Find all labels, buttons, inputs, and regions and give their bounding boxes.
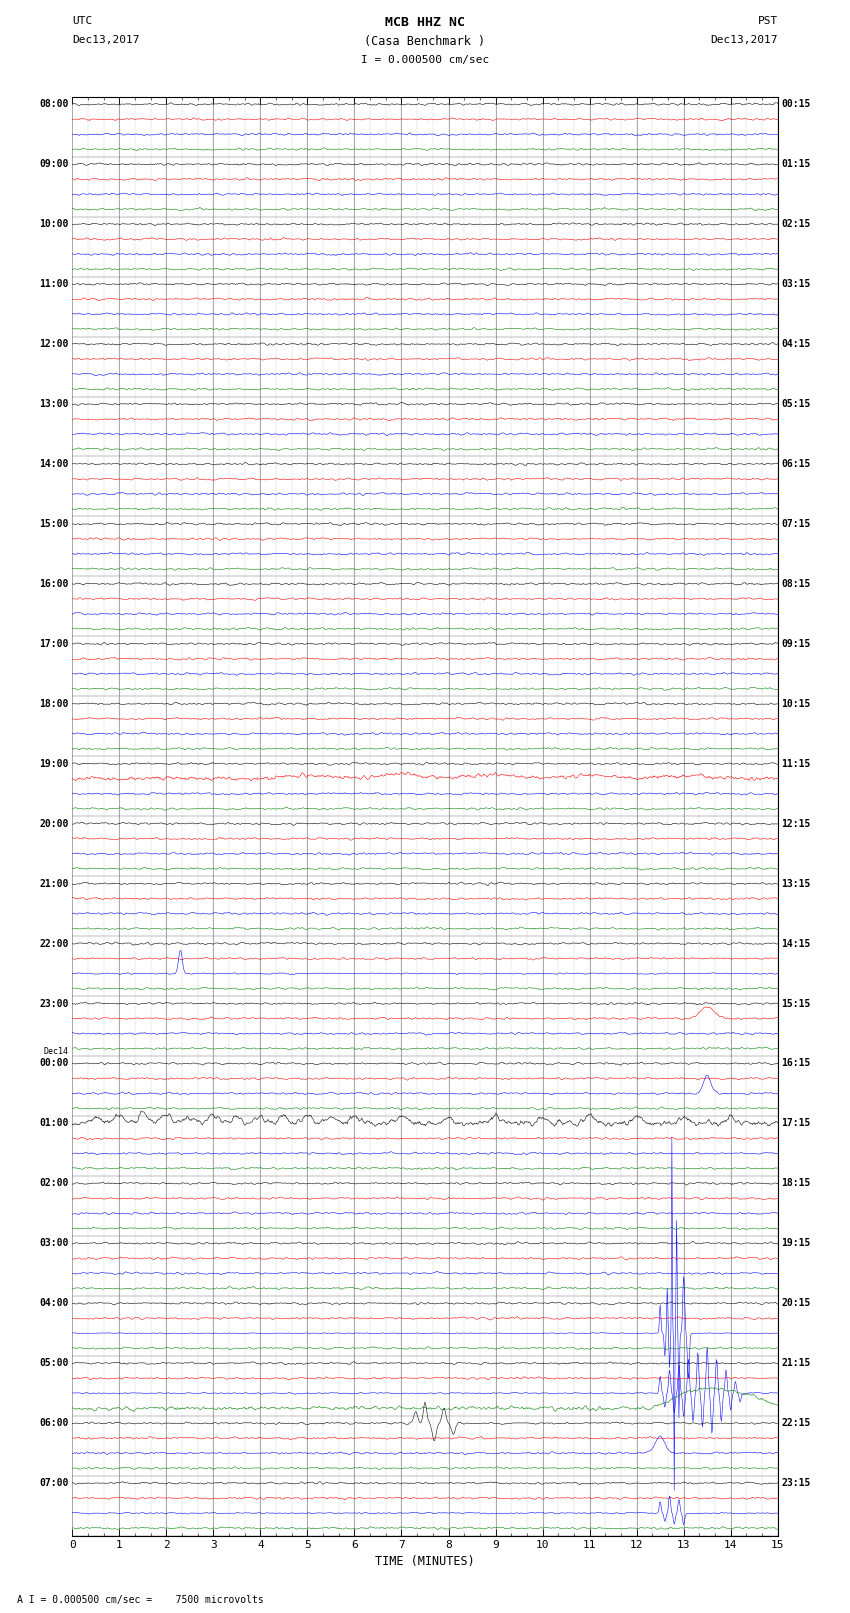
Text: 13:00: 13:00 xyxy=(39,398,69,410)
Text: 16:00: 16:00 xyxy=(39,579,69,589)
Text: 14:00: 14:00 xyxy=(39,460,69,469)
Text: 11:00: 11:00 xyxy=(39,279,69,289)
Text: 18:00: 18:00 xyxy=(39,698,69,708)
Text: (Casa Benchmark ): (Casa Benchmark ) xyxy=(365,35,485,48)
Text: I = 0.000500 cm/sec: I = 0.000500 cm/sec xyxy=(361,55,489,65)
Text: 09:15: 09:15 xyxy=(781,639,811,648)
Text: 00:15: 00:15 xyxy=(781,100,811,110)
Text: 10:00: 10:00 xyxy=(39,219,69,229)
Text: 17:00: 17:00 xyxy=(39,639,69,648)
Text: 23:15: 23:15 xyxy=(781,1478,811,1489)
Text: 15:00: 15:00 xyxy=(39,519,69,529)
Text: 22:00: 22:00 xyxy=(39,939,69,948)
Text: 00:00: 00:00 xyxy=(39,1058,69,1068)
Text: 09:00: 09:00 xyxy=(39,160,69,169)
Text: Dec13,2017: Dec13,2017 xyxy=(711,35,778,45)
Text: 07:15: 07:15 xyxy=(781,519,811,529)
Text: 14:15: 14:15 xyxy=(781,939,811,948)
Text: A I = 0.000500 cm/sec =    7500 microvolts: A I = 0.000500 cm/sec = 7500 microvolts xyxy=(17,1595,264,1605)
Text: 03:15: 03:15 xyxy=(781,279,811,289)
Text: 13:15: 13:15 xyxy=(781,879,811,889)
Text: 04:15: 04:15 xyxy=(781,339,811,348)
Text: 21:00: 21:00 xyxy=(39,879,69,889)
Text: 16:15: 16:15 xyxy=(781,1058,811,1068)
Text: 02:00: 02:00 xyxy=(39,1179,69,1189)
Text: 12:15: 12:15 xyxy=(781,819,811,829)
Text: 06:00: 06:00 xyxy=(39,1418,69,1428)
Text: Dec13,2017: Dec13,2017 xyxy=(72,35,139,45)
Text: 06:15: 06:15 xyxy=(781,460,811,469)
Text: UTC: UTC xyxy=(72,16,93,26)
Text: 07:00: 07:00 xyxy=(39,1478,69,1489)
Text: 01:15: 01:15 xyxy=(781,160,811,169)
Text: 04:00: 04:00 xyxy=(39,1298,69,1308)
X-axis label: TIME (MINUTES): TIME (MINUTES) xyxy=(375,1555,475,1568)
Text: 05:00: 05:00 xyxy=(39,1358,69,1368)
Text: 20:00: 20:00 xyxy=(39,819,69,829)
Text: 10:15: 10:15 xyxy=(781,698,811,708)
Text: 22:15: 22:15 xyxy=(781,1418,811,1428)
Text: 03:00: 03:00 xyxy=(39,1239,69,1248)
Text: 15:15: 15:15 xyxy=(781,998,811,1008)
Text: 21:15: 21:15 xyxy=(781,1358,811,1368)
Text: 17:15: 17:15 xyxy=(781,1118,811,1129)
Text: 20:15: 20:15 xyxy=(781,1298,811,1308)
Text: 02:15: 02:15 xyxy=(781,219,811,229)
Text: 05:15: 05:15 xyxy=(781,398,811,410)
Text: MCB HHZ NC: MCB HHZ NC xyxy=(385,16,465,29)
Text: 19:00: 19:00 xyxy=(39,758,69,769)
Text: 08:00: 08:00 xyxy=(39,100,69,110)
Text: 18:15: 18:15 xyxy=(781,1179,811,1189)
Text: 08:15: 08:15 xyxy=(781,579,811,589)
Text: 12:00: 12:00 xyxy=(39,339,69,348)
Text: 19:15: 19:15 xyxy=(781,1239,811,1248)
Text: 23:00: 23:00 xyxy=(39,998,69,1008)
Text: 11:15: 11:15 xyxy=(781,758,811,769)
Text: PST: PST xyxy=(757,16,778,26)
Text: 01:00: 01:00 xyxy=(39,1118,69,1129)
Text: Dec14: Dec14 xyxy=(43,1047,69,1057)
